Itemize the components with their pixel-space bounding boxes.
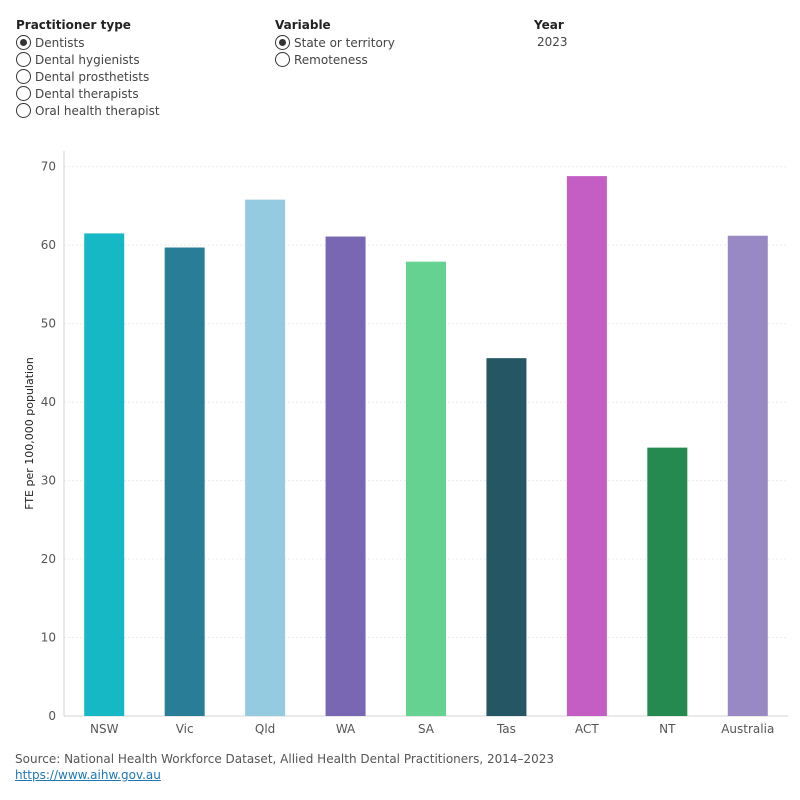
practitioner-type-radio-group: Dentists Dental hygienists Dental prosthet… — [16, 34, 160, 119]
x-tick-label: NT — [659, 722, 676, 736]
y-tick-label: 10 — [41, 631, 56, 645]
radio-label: Oral health therapist — [35, 103, 160, 118]
source-link[interactable]: https://www.aihw.gov.au — [15, 768, 161, 782]
y-tick-label: 50 — [41, 317, 56, 331]
bar-wa[interactable] — [325, 236, 366, 716]
radio-button-icon[interactable] — [16, 35, 31, 50]
practitioner-option-dental-hygienists[interactable]: Dental hygienists — [16, 51, 160, 68]
bar-chart: 0 10 20 30 40 50 60 70 FTE per 100,000 populatio… — [23, 151, 788, 736]
practitioner-type-title: Practitioner type — [16, 18, 131, 32]
y-tick-label: 20 — [41, 552, 56, 566]
x-tick-label: WA — [336, 722, 356, 736]
year-value[interactable]: 2023 — [537, 35, 568, 49]
year-title: Year — [534, 18, 564, 32]
radio-label: Dental hygienists — [35, 52, 140, 67]
radio-button-icon[interactable] — [16, 69, 31, 84]
variable-option-state-or-territory[interactable]: State or territory — [275, 34, 395, 51]
bar-nt[interactable] — [647, 447, 688, 716]
bar-qld[interactable] — [245, 199, 286, 716]
y-tick-label: 30 — [41, 474, 56, 488]
bar-vic[interactable] — [164, 247, 205, 717]
y-tick-label: 40 — [41, 395, 56, 409]
radio-button-icon[interactable] — [275, 35, 290, 50]
radio-label: Dental therapists — [35, 86, 139, 101]
y-axis-label: FTE per 100,000 population — [23, 357, 36, 510]
bar-tas[interactable] — [486, 358, 527, 716]
source-note: Source: National Health Workforce Datase… — [15, 752, 555, 766]
radio-label: Dental prosthetists — [35, 69, 150, 84]
y-tick-label: 70 — [41, 160, 56, 174]
x-tick-label: SA — [418, 722, 435, 736]
bar-nsw[interactable] — [84, 233, 125, 717]
radio-label: Dentists — [35, 35, 85, 50]
bar-sa[interactable] — [406, 261, 446, 716]
practitioner-option-dentists[interactable]: Dentists — [16, 34, 160, 51]
y-tick-label: 60 — [41, 238, 56, 252]
radio-button-icon[interactable] — [16, 52, 31, 67]
radio-button-icon[interactable] — [16, 86, 31, 101]
x-tick-label: NSW — [90, 722, 119, 736]
practitioner-option-dental-prosthetists[interactable]: Dental prosthetists — [16, 68, 160, 85]
bar-act[interactable] — [566, 176, 607, 717]
radio-button-icon[interactable] — [275, 52, 290, 67]
bar-australia[interactable] — [727, 235, 768, 716]
x-tick-label: Australia — [721, 722, 774, 736]
y-tick-label: 0 — [48, 709, 56, 723]
x-tick-label: Vic — [176, 722, 194, 736]
practitioner-option-dental-therapists[interactable]: Dental therapists — [16, 85, 160, 102]
practitioner-option-oral-health-therapist[interactable]: Oral health therapist — [16, 102, 160, 119]
x-tick-label: ACT — [575, 722, 599, 736]
x-tick-label: Tas — [496, 722, 516, 736]
radio-button-icon[interactable] — [16, 103, 31, 118]
variable-radio-group: State or territory Remoteness — [275, 34, 395, 68]
radio-label: Remoteness — [294, 52, 368, 67]
x-tick-label: Qld — [255, 722, 275, 736]
variable-option-remoteness[interactable]: Remoteness — [275, 51, 395, 68]
radio-label: State or territory — [294, 35, 395, 50]
variable-title: Variable — [275, 18, 331, 32]
